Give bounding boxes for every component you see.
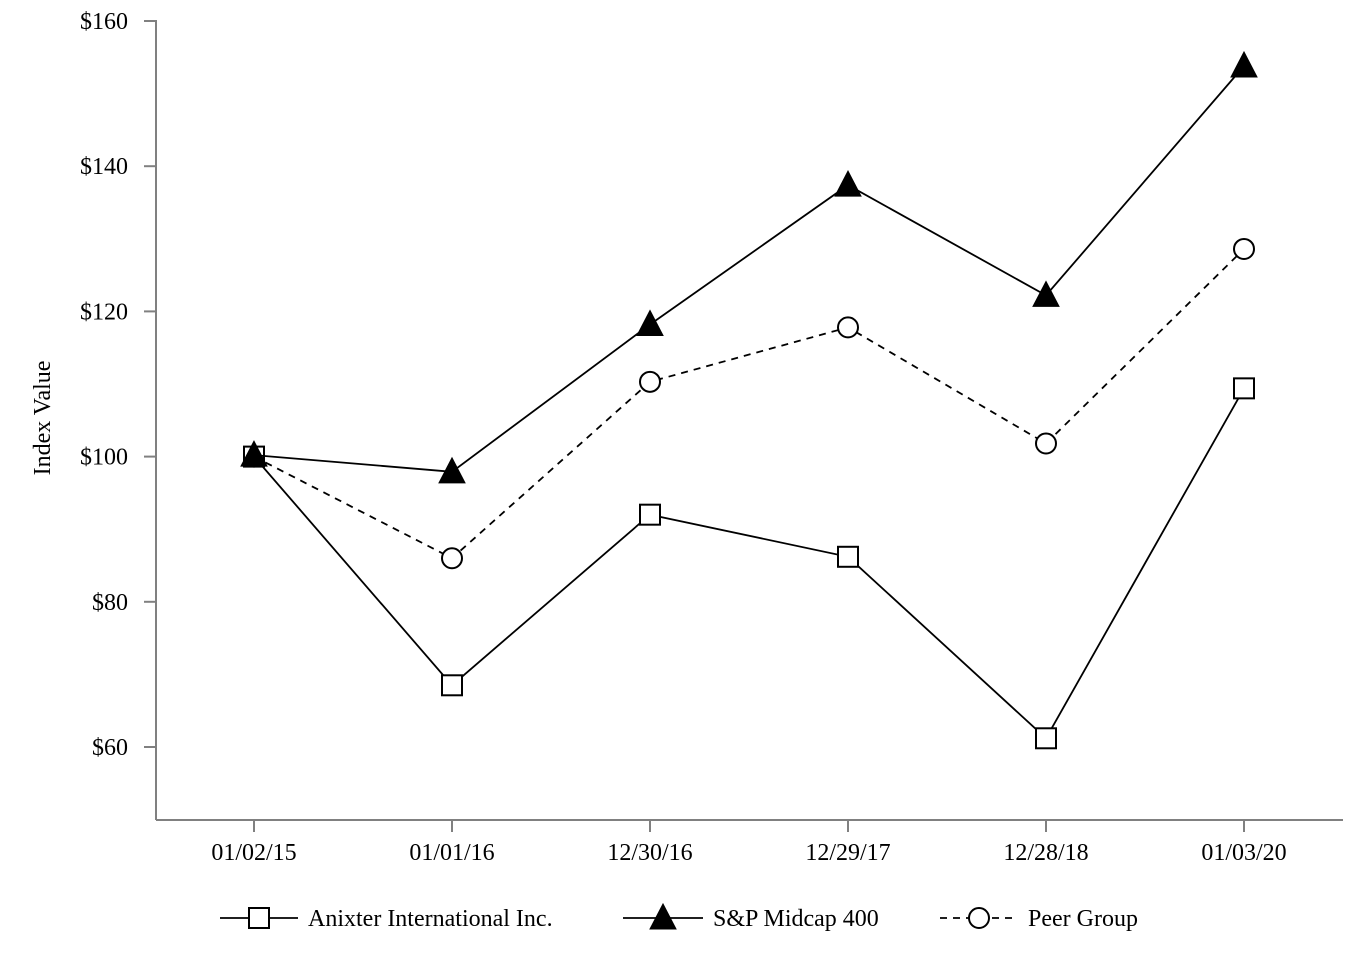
data-point <box>837 545 859 568</box>
legend-item: S&P Midcap 400 <box>623 902 879 932</box>
data-point <box>834 169 862 197</box>
x-tick-label: 12/28/18 <box>1003 840 1088 866</box>
legend-item: Anixter International Inc. <box>220 906 553 932</box>
y-tick-label: $140 <box>80 154 128 180</box>
series-line <box>253 248 1245 560</box>
series-anixter-international-inc <box>243 377 1255 750</box>
series-peer-group <box>243 237 1255 570</box>
y-axis-title: Index Value <box>30 361 56 476</box>
y-tick-label: $120 <box>80 299 128 325</box>
data-point <box>636 309 664 336</box>
x-tick-label: 12/29/17 <box>805 840 890 866</box>
data-point <box>441 674 463 697</box>
data-point <box>438 456 466 484</box>
data-point <box>1230 50 1258 78</box>
data-point <box>837 316 859 339</box>
x-tick-label: 12/30/16 <box>607 840 692 866</box>
legend: Anixter International Inc. S&P Midcap 400… <box>220 902 1138 932</box>
data-point <box>639 370 661 393</box>
x-tick-label: 01/01/16 <box>409 840 494 866</box>
y-tick-label: $60 <box>92 735 128 761</box>
series-line <box>253 65 1245 473</box>
legend-marker <box>649 902 677 930</box>
axes: $60 $80 $100 $120 $140 $160 01/02/15 01/01/16 12… <box>80 9 1343 866</box>
legend-label: Peer Group <box>1028 906 1138 932</box>
y-tick-label: $80 <box>92 590 128 616</box>
legend-label: Anixter International Inc. <box>308 906 553 932</box>
x-tick-label: 01/03/20 <box>1201 840 1286 866</box>
y-tick-label: $100 <box>80 445 128 471</box>
data-point <box>441 547 463 570</box>
data-point <box>1233 237 1255 260</box>
data-point <box>1032 280 1060 307</box>
data-point <box>1233 377 1255 400</box>
legend-marker <box>248 907 270 929</box>
data-point <box>1035 432 1057 455</box>
x-tick-label: 01/02/15 <box>211 840 296 866</box>
series-layer <box>240 50 1258 750</box>
series-line <box>253 387 1245 740</box>
data-point <box>1035 727 1057 750</box>
series-s-p-midcap-400 <box>240 50 1258 484</box>
legend-marker <box>968 907 990 929</box>
data-point <box>240 440 268 467</box>
legend-label: S&P Midcap 400 <box>713 906 879 932</box>
y-tick-label: $160 <box>80 9 128 35</box>
data-point <box>639 503 661 526</box>
legend-item: Peer Group <box>940 906 1138 932</box>
